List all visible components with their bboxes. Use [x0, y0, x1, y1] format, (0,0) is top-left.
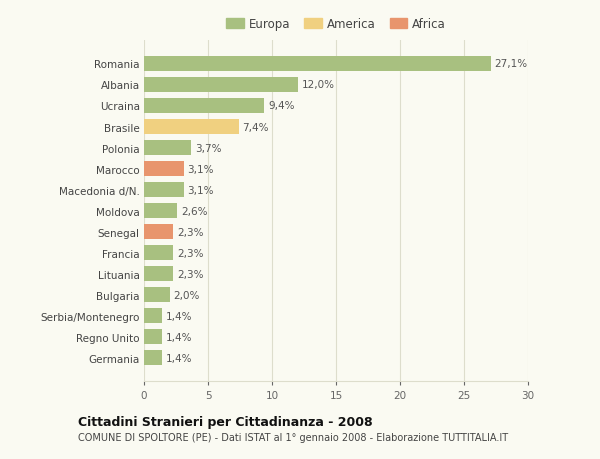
Text: 2,3%: 2,3%	[177, 269, 204, 279]
Bar	[144, 99, 265, 114]
Text: 12,0%: 12,0%	[301, 80, 334, 90]
Text: COMUNE DI SPOLTORE (PE) - Dati ISTAT al 1° gennaio 2008 - Elaborazione TUTTITALI: COMUNE DI SPOLTORE (PE) - Dati ISTAT al …	[78, 432, 508, 442]
Bar	[144, 183, 184, 198]
Text: 27,1%: 27,1%	[495, 59, 528, 69]
Bar	[144, 224, 173, 240]
Text: Cittadini Stranieri per Cittadinanza - 2008: Cittadini Stranieri per Cittadinanza - 2…	[78, 415, 373, 428]
Text: 7,4%: 7,4%	[242, 122, 269, 132]
Bar	[144, 350, 162, 365]
Text: 3,1%: 3,1%	[188, 164, 214, 174]
Bar	[144, 140, 191, 156]
Bar	[144, 162, 184, 177]
Text: 2,6%: 2,6%	[181, 206, 208, 216]
Text: 2,0%: 2,0%	[173, 290, 200, 300]
Text: 3,1%: 3,1%	[188, 185, 214, 195]
Bar	[144, 308, 162, 324]
Text: 1,4%: 1,4%	[166, 353, 192, 363]
Bar	[144, 57, 491, 72]
Text: 1,4%: 1,4%	[166, 311, 192, 321]
Bar	[144, 204, 177, 218]
Bar	[144, 330, 162, 345]
Text: 1,4%: 1,4%	[166, 332, 192, 342]
Text: 9,4%: 9,4%	[268, 101, 295, 111]
Bar	[144, 246, 173, 261]
Bar	[144, 267, 173, 282]
Legend: Europa, America, Africa: Europa, America, Africa	[221, 13, 451, 36]
Bar	[144, 287, 170, 302]
Bar	[144, 120, 239, 135]
Text: 2,3%: 2,3%	[177, 248, 204, 258]
Bar	[144, 78, 298, 93]
Text: 3,7%: 3,7%	[195, 143, 222, 153]
Text: 2,3%: 2,3%	[177, 227, 204, 237]
